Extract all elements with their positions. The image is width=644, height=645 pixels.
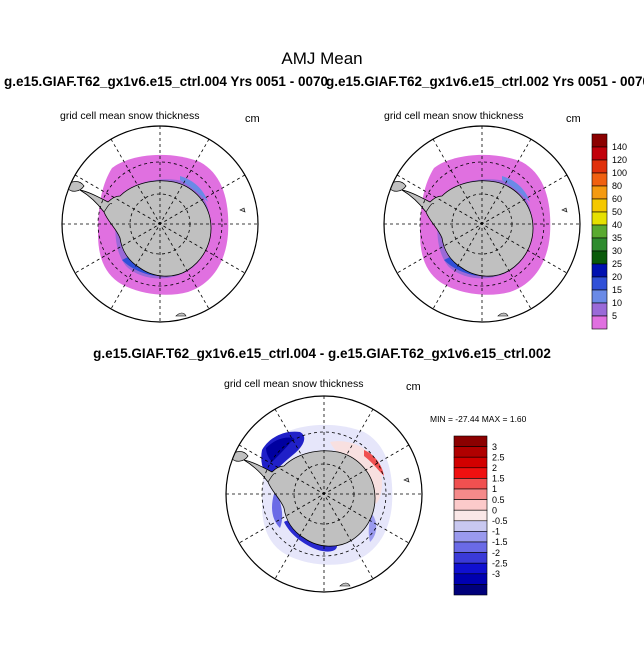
colorbar-absolute-label: 15 — [612, 285, 622, 295]
colorbar-difference-box — [453, 435, 488, 447]
colorbar-absolute-label: 40 — [612, 220, 622, 230]
colorbar-difference-box — [453, 531, 488, 543]
colorbar-absolute-box — [591, 185, 608, 200]
colorbar-difference-label: 0.5 — [492, 495, 505, 505]
colorbar-absolute-label: 20 — [612, 272, 622, 282]
colorbar-difference-label: 1.5 — [492, 474, 505, 484]
colorbar-difference-box — [453, 584, 488, 596]
colorbar-absolute-label: 50 — [612, 207, 622, 217]
panel-diff-units: cm — [406, 381, 421, 393]
colorbar-difference-box — [453, 467, 488, 479]
colorbar-absolute-box — [591, 198, 608, 213]
colorbar-difference-box — [453, 478, 488, 490]
panel-right-variable: grid cell mean snow thickness — [384, 110, 524, 122]
colorbar-absolute-box — [591, 315, 608, 330]
colorbar-difference-label: 2 — [492, 463, 497, 473]
colorbar-difference: 32.521.510.50-0.5-1-1.5-2-2.5-3 — [453, 435, 508, 596]
colorbar-absolute-label: 140 — [612, 142, 627, 152]
colorbar-absolute-label: 30 — [612, 246, 622, 256]
figure-title: AMJ Mean — [281, 49, 363, 68]
colorbar-absolute-box — [591, 276, 608, 291]
colorbar-difference-label: -2.5 — [492, 558, 508, 568]
colorbar-difference-label: 0 — [492, 505, 497, 515]
colorbar-difference-label: -1 — [492, 527, 500, 537]
colorbar-difference-label: -2 — [492, 548, 500, 558]
colorbar-absolute-label: 60 — [612, 194, 622, 204]
colorbar-difference-box — [453, 499, 488, 511]
colorbar-absolute-label: 100 — [612, 168, 627, 178]
panel-right-units: cm — [566, 113, 581, 125]
colorbar-difference-box — [453, 552, 488, 564]
colorbar-absolute-box — [591, 146, 608, 161]
colorbar-absolute-box — [591, 263, 608, 278]
map-top-right — [383, 125, 581, 323]
colorbar-absolute: 140 120 100 80 60 50 40 35 30 25 20 15 10 5 — [591, 133, 627, 330]
colorbar-absolute-label: 5 — [612, 311, 617, 321]
colorbar-difference-box — [453, 573, 488, 585]
colorbar-difference-label: -0.5 — [492, 516, 508, 526]
colorbar-difference-box — [453, 562, 488, 575]
min-max-label: MIN = -27.44 MAX = 1.60 — [430, 414, 527, 424]
colorbar-difference-label: 2.5 — [492, 452, 505, 462]
panel-left-units: cm — [245, 113, 260, 125]
colorbar-absolute-box — [591, 224, 608, 239]
colorbar-absolute-box — [591, 159, 608, 174]
colorbar-absolute-label: 80 — [612, 181, 622, 191]
colorbar-absolute-box — [591, 133, 608, 148]
colorbar-difference-box — [453, 520, 488, 532]
colorbar-difference-box — [453, 456, 488, 469]
colorbar-difference-box — [453, 509, 488, 522]
colorbar-absolute-label: 35 — [612, 233, 622, 243]
colorbar-absolute-box — [591, 302, 608, 317]
case-label-left: g.e15.GIAF.T62_gx1v6.e15_ctrl.004 Yrs 00… — [4, 74, 328, 89]
map-top-left — [61, 125, 259, 323]
colorbar-absolute-box — [591, 172, 608, 187]
colorbar-absolute-box — [591, 237, 608, 252]
panel-left-variable: grid cell mean snow thickness — [60, 110, 200, 122]
colorbar-difference-label: -1.5 — [492, 537, 508, 547]
case-label-right: g.e15.GIAF.T62_gx1v6.e15_ctrl.002 Yrs 00… — [326, 74, 644, 89]
colorbar-absolute-box — [591, 211, 608, 226]
colorbar-difference-label: 3 — [492, 442, 497, 452]
colorbar-absolute-box — [591, 289, 608, 304]
colorbar-absolute-label: 25 — [612, 259, 622, 269]
colorbar-difference-label: -3 — [492, 569, 500, 579]
colorbar-difference-box — [453, 541, 488, 553]
colorbar-difference-box — [453, 488, 488, 500]
colorbar-difference-box — [453, 446, 488, 458]
colorbar-absolute-box — [591, 250, 608, 265]
colorbar-difference-label: 1 — [492, 484, 497, 494]
map-difference — [225, 395, 423, 593]
difference-title: g.e15.GIAF.T62_gx1v6.e15_ctrl.004 - g.e1… — [93, 346, 551, 361]
colorbar-absolute-label: 10 — [612, 298, 622, 308]
colorbar-absolute-label: 120 — [612, 155, 627, 165]
panel-diff-variable: grid cell mean snow thickness — [224, 378, 364, 390]
